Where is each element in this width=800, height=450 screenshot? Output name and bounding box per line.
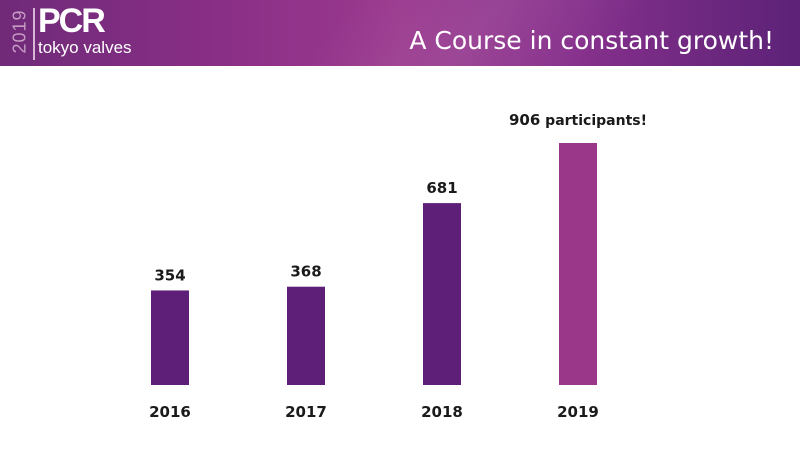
data-label-value: 906 — [509, 111, 540, 129]
bar-2018 — [423, 203, 461, 385]
data-label-2016: 354 — [154, 266, 185, 284]
logo-brand: PCR — [38, 2, 106, 40]
category-label-2018: 2018 — [421, 403, 463, 421]
data-label-suffix: participants! — [540, 113, 647, 129]
logo-divider — [33, 8, 35, 60]
data-label-2017: 368 — [290, 263, 321, 281]
slide-title: A Course in constant growth! — [409, 26, 774, 55]
bar-2017 — [287, 286, 325, 385]
category-label-2019: 2019 — [557, 403, 599, 421]
data-label-2019: 906 participants! — [509, 111, 647, 129]
bar-2019 — [559, 143, 597, 385]
logo-subtitle: tokyo valves — [38, 38, 132, 57]
header-banner: 2019 PCR tokyo valves A Course in consta… — [0, 0, 800, 66]
category-label-2017: 2017 — [285, 403, 327, 421]
bar-2016 — [151, 290, 189, 385]
data-label-2018: 681 — [426, 179, 457, 197]
category-label-2016: 2016 — [149, 403, 191, 421]
